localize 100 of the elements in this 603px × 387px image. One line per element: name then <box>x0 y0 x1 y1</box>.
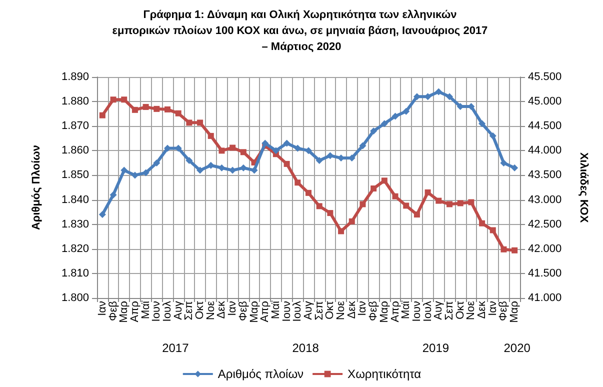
point <box>479 220 486 226</box>
point <box>500 159 508 166</box>
point <box>338 228 344 234</box>
x-tick-label: Απρ <box>128 301 141 322</box>
point <box>402 108 410 115</box>
point <box>468 199 474 206</box>
x-tick-label: Μαρ <box>118 301 130 323</box>
text: 2018 <box>292 341 320 355</box>
y2-tick-label: 44.500 <box>528 120 562 132</box>
x-tick-label: Μαρ <box>378 301 390 323</box>
point <box>446 93 453 100</box>
point <box>120 166 128 174</box>
y2-tick-label: 41.000 <box>528 292 562 304</box>
x-tick-label: Απρ <box>259 301 272 322</box>
text: 2019 <box>422 341 450 355</box>
point <box>359 142 366 150</box>
point <box>326 152 334 160</box>
y-tick-label: 1.820 <box>61 242 89 255</box>
point <box>196 166 204 174</box>
x-tick-label: Αυγ <box>432 300 445 320</box>
x-tick-label: Δεκ <box>346 300 358 319</box>
x-tick-label: Φεβ <box>498 301 510 322</box>
point <box>283 140 290 147</box>
point <box>294 144 302 152</box>
x-tick-label: Δεκ <box>476 300 488 319</box>
legend-label: Αριθμός πλοίων <box>218 367 304 381</box>
point <box>380 120 388 128</box>
y-tick-label: 1.800 <box>61 292 89 304</box>
point <box>348 218 355 224</box>
y2-tick-label: 42.500 <box>528 218 562 230</box>
x-tick-label: Μαρ <box>508 301 521 323</box>
x-tick-label: Μαϊ <box>400 300 412 319</box>
point <box>142 104 149 110</box>
x-tick-label: Αυγ <box>172 300 184 320</box>
point <box>360 201 366 208</box>
y2-tick-label: 42.000 <box>528 242 562 255</box>
point <box>413 93 420 100</box>
point <box>489 132 496 140</box>
y-tick-label: 1.880 <box>61 96 89 108</box>
x-tick-label: Οκτ <box>324 300 336 320</box>
x-tick-label: Φεβ <box>368 301 380 322</box>
point <box>153 159 160 166</box>
y-tick-label: 1.840 <box>61 194 89 206</box>
point <box>272 147 280 154</box>
y-tick-label: 1.860 <box>61 144 89 157</box>
point <box>207 162 214 169</box>
x-tick-label: Ιαν <box>96 300 108 316</box>
x-tick-label: Νοε <box>204 300 217 320</box>
point <box>414 212 420 218</box>
x-tick-label: Αυγ <box>302 300 314 320</box>
point <box>240 149 246 156</box>
point <box>512 247 518 254</box>
point <box>392 112 399 120</box>
x-tick-label: Φεβ <box>107 301 120 322</box>
x-tick-label: Ιουν <box>280 300 293 322</box>
point <box>98 211 106 218</box>
point <box>131 172 138 179</box>
y-tick-label: 1.810 <box>61 267 89 280</box>
point <box>457 200 464 206</box>
x-tick-label: Νοε <box>465 300 478 320</box>
y-axis-title: Αριθμός Πλοίων <box>30 144 42 230</box>
x-tick-label: Νοε <box>335 300 348 320</box>
y-tick-label: 1.890 <box>61 71 89 83</box>
x-tick-label: Ιουν <box>150 300 163 322</box>
point <box>186 156 193 164</box>
point <box>197 120 204 126</box>
point <box>240 164 247 172</box>
point <box>186 120 192 126</box>
x-tick-label: Ιαν <box>226 300 239 316</box>
point <box>132 106 138 113</box>
point <box>424 189 431 196</box>
point <box>175 110 182 116</box>
y2-tick-label: 44.000 <box>528 144 562 157</box>
x-tick-label: Οκτ <box>454 300 466 320</box>
point <box>446 201 452 208</box>
y-tick-label: 1.830 <box>61 218 89 230</box>
point <box>250 166 258 174</box>
point <box>500 246 507 252</box>
x-tick-label: Ιουλ <box>422 300 434 322</box>
y2-axis-title: Χιλιάδες ΚΟΧ <box>578 152 590 224</box>
y2-tick-label: 43.500 <box>528 169 562 182</box>
x-tick-label: Ιαν <box>356 300 369 316</box>
x-tick-label: Οκτ <box>194 300 206 320</box>
point <box>121 96 128 103</box>
point <box>164 144 171 152</box>
text: 2017 <box>162 341 190 355</box>
point <box>370 128 378 135</box>
point <box>262 140 269 147</box>
point <box>218 164 226 172</box>
x-tick-label: Φεβ <box>237 301 250 322</box>
x-tick-label: Μαϊ <box>270 300 282 319</box>
point <box>305 147 312 154</box>
x-tick-label: Ιουν <box>410 300 423 322</box>
x-tick-label: Σεπ <box>444 300 456 320</box>
point <box>478 120 486 128</box>
x-tick-label: Σεπ <box>183 300 196 320</box>
y2-tick-label: 43.000 <box>528 194 562 206</box>
point <box>392 193 398 200</box>
point <box>381 178 388 184</box>
x-tick-label: Δεκ <box>216 300 228 319</box>
